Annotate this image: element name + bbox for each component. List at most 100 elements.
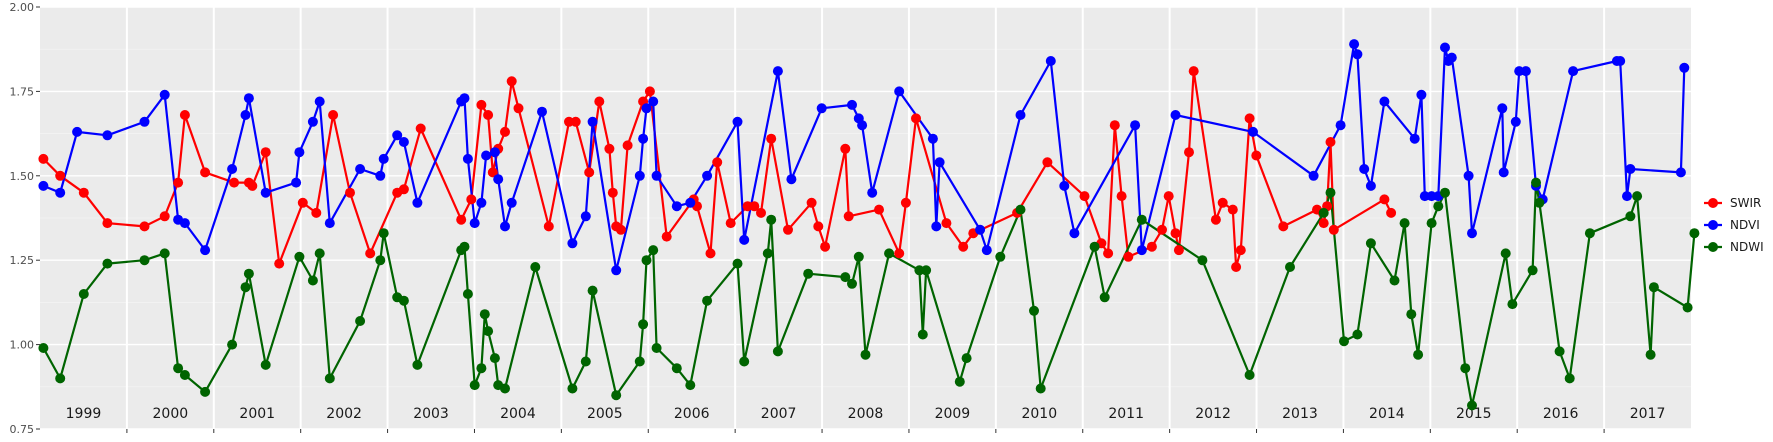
ndwi-point [587, 285, 598, 296]
ndvi-point [739, 234, 750, 245]
ndwi-point [1285, 262, 1295, 272]
ndvi-point [1675, 167, 1686, 178]
ndvi-point [927, 133, 938, 144]
ndvi-point [567, 238, 578, 249]
ndvi-point [38, 180, 49, 191]
ndvi-point [481, 150, 492, 161]
ndwi-point [961, 353, 972, 364]
ndvi-point [139, 116, 150, 127]
ndvi-point [648, 96, 659, 107]
ndwi-legend-label: NDWI [1730, 240, 1764, 254]
ndvi-point [1467, 228, 1477, 239]
ndvi-point [1510, 116, 1521, 127]
swir-point [102, 218, 113, 229]
ndwi-point [840, 272, 851, 283]
ndwi-point [1625, 211, 1636, 222]
y-axis: 0.75 1.00 1.25 1.50 1.75 2.00 [10, 1, 40, 436]
ndvi-point [102, 130, 113, 141]
ndwi-point [611, 390, 622, 401]
swir-point [756, 207, 766, 218]
ndwi-point [1534, 197, 1545, 208]
ndwi-point [1365, 238, 1376, 249]
ndvi-point [291, 177, 302, 188]
ndwi-point [102, 258, 113, 269]
year-label: 2015 [1456, 406, 1492, 422]
ndvi-point [1170, 110, 1181, 120]
swir-point [173, 177, 184, 188]
swir-point [783, 224, 793, 235]
swir-point [894, 248, 905, 259]
ndwi-point [398, 295, 409, 306]
swir-point [1325, 137, 1336, 147]
ndvi-point [894, 86, 905, 97]
legend: SWIR NDVI NDWI [1704, 196, 1764, 254]
ndwi-point [847, 278, 857, 289]
ndwi-point [1689, 228, 1700, 239]
y-tick-label: 1.00 [10, 339, 35, 352]
ndvi-point [159, 89, 170, 100]
ndvi-point [1130, 120, 1141, 131]
ndvi-point [355, 164, 366, 174]
ndwi-point [638, 319, 649, 330]
ndvi-point [931, 221, 942, 232]
ndvi-point [200, 245, 211, 256]
swir-point [570, 116, 581, 127]
swir-point [900, 197, 911, 208]
ndvi-point [934, 157, 945, 168]
ndwi-point [489, 353, 500, 364]
ndwi-point [884, 248, 895, 259]
ndvi-point [671, 201, 682, 212]
year-label: 2005 [587, 406, 623, 422]
swir-point [749, 201, 760, 212]
ndwi-point [1433, 201, 1444, 212]
y-tick-label: 1.25 [10, 254, 35, 267]
swir-point [1184, 147, 1194, 158]
swir-point [483, 110, 494, 120]
ndwi-point [641, 255, 652, 266]
ndwi-point [459, 241, 470, 252]
swir-point [911, 113, 921, 124]
ndvi-point [1440, 42, 1450, 53]
ndvi-point [1059, 180, 1070, 191]
ndwi-point [1099, 292, 1110, 303]
ndwi-point [772, 346, 783, 357]
swir-point [661, 231, 672, 242]
ndwi-point [917, 329, 928, 340]
ndwi-point [294, 251, 305, 262]
year-label: 2010 [1021, 406, 1057, 422]
ndwi-point [739, 356, 750, 367]
ndwi-point [55, 373, 66, 384]
swir-point [328, 110, 339, 120]
ndvi-point [1352, 49, 1363, 60]
ndvi-point [55, 187, 66, 198]
year-labels: 1999 2000 2001 2002 2003 2004 2005 2006 2007 2008… [66, 406, 1666, 422]
swir-point [705, 248, 716, 259]
swir-point [766, 133, 777, 144]
swir-point [1163, 191, 1174, 202]
swir-point [506, 76, 517, 87]
swir-point [607, 187, 618, 198]
ndwi-point [1389, 275, 1400, 286]
swir-point [1157, 224, 1167, 235]
ndwi-point [1035, 383, 1046, 394]
ndvi-point [1497, 103, 1508, 114]
swir-point [297, 197, 308, 208]
swir-point [840, 143, 851, 154]
ndwi-point [762, 248, 773, 259]
swir-point [1379, 194, 1390, 205]
ndwi-point [1460, 363, 1471, 374]
ndvi-point [324, 218, 335, 229]
swir-point [1079, 191, 1090, 202]
series-points [38, 39, 1700, 411]
ndvi-point [476, 197, 487, 208]
ndvi-point [732, 116, 743, 127]
swir-point [139, 221, 150, 232]
ndwi-point [1500, 248, 1511, 259]
ndwi-point [803, 268, 814, 279]
ndvi-point [1015, 110, 1026, 120]
ndwi-point [1089, 241, 1100, 252]
swir-point [1173, 245, 1184, 256]
ndwi-point [530, 262, 541, 272]
ndwi-point [651, 343, 662, 353]
